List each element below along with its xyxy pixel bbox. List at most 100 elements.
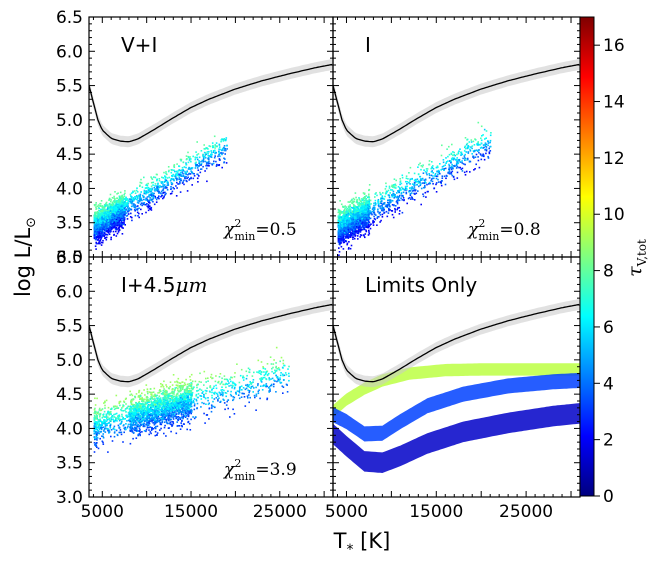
scatter-point (391, 195, 393, 198)
scatter-point (339, 221, 341, 224)
scatter-point (145, 211, 147, 214)
scatter-point (221, 138, 223, 140)
scatter-point (96, 222, 99, 224)
scatter-point (199, 171, 202, 174)
scatter-point (481, 155, 483, 157)
scatter-point (188, 173, 190, 175)
scatter-point (192, 155, 194, 158)
scatter-point (102, 231, 105, 234)
scatter-point (97, 209, 100, 212)
scatter-point (93, 234, 96, 237)
scatter-point (338, 223, 341, 226)
scatter-point (199, 163, 201, 166)
scatter-point (129, 193, 132, 196)
scatter-point (106, 208, 108, 211)
scatter-point (385, 210, 388, 213)
scatter-point (107, 204, 109, 206)
scatter-point (395, 201, 398, 203)
scatter-point (125, 208, 128, 211)
scatter-point (162, 189, 165, 191)
scatter-point (161, 181, 164, 183)
scatter-point (356, 213, 358, 216)
scatter-point (135, 196, 137, 198)
scatter-point (363, 197, 365, 199)
scatter-point (365, 219, 367, 222)
scatter-point (454, 154, 456, 157)
scatter-point (364, 201, 367, 204)
scatter-point (98, 222, 101, 224)
scatter-point (456, 161, 459, 163)
scatter-point (119, 203, 122, 206)
scatter-point (163, 184, 166, 187)
scatter-point (98, 230, 100, 233)
scatter-point (147, 186, 150, 189)
scatter-point (106, 209, 109, 212)
scatter-point (102, 209, 104, 211)
scatter-point (188, 166, 190, 169)
scatter-point (101, 236, 103, 238)
scatter-point (391, 199, 393, 202)
scatter-point (121, 207, 124, 209)
scatter-point (356, 209, 358, 212)
scatter-point (173, 164, 176, 166)
scatter-point (117, 222, 120, 224)
scatter-point (177, 172, 179, 174)
scatter-point (95, 219, 97, 222)
scatter-point (133, 198, 135, 200)
scatter-point (184, 172, 186, 175)
scatter-point (441, 166, 444, 168)
scatter-point (100, 200, 103, 202)
scatter-point (119, 199, 122, 202)
scatter-point (134, 198, 137, 200)
scatter-point (358, 214, 361, 217)
scatter-point (115, 235, 118, 237)
scatter-point (208, 145, 211, 147)
scatter-point (373, 211, 375, 214)
scatter-point (99, 236, 101, 239)
scatter-point (157, 185, 159, 188)
scatter-point (413, 186, 416, 188)
scatter-point (357, 232, 360, 235)
scatter-point (396, 208, 399, 211)
scatter-point (98, 232, 101, 234)
scatter-point (368, 205, 371, 208)
scatter-point (387, 201, 389, 204)
scatter-point (174, 170, 176, 173)
scatter-point (114, 191, 116, 193)
scatter-point (368, 198, 370, 201)
scatter-point (484, 142, 487, 144)
scatter-point (111, 209, 113, 211)
scatter-point (178, 178, 180, 181)
scatter-point (140, 202, 143, 204)
scatter-point (458, 150, 460, 152)
scatter-point (192, 177, 195, 180)
scatter-point (176, 163, 178, 165)
scatter-point (382, 210, 384, 212)
scatter-point (161, 195, 163, 197)
scatter-point (166, 184, 168, 187)
scatter-point (358, 201, 360, 204)
scatter-point (197, 181, 199, 183)
scatter-point (460, 151, 462, 154)
scatter-point (207, 161, 210, 164)
scatter-point (457, 151, 460, 154)
scatter-point (107, 211, 109, 213)
scatter-point (125, 198, 128, 201)
scatter-point (196, 177, 199, 180)
scatter-point (362, 208, 365, 210)
scatter-point (488, 147, 490, 150)
scatter-point (158, 190, 160, 193)
scatter-point (170, 178, 172, 181)
scatter-point (198, 175, 200, 177)
scatter-point (159, 185, 162, 188)
scatter-point (370, 203, 372, 205)
scatter-point (387, 204, 389, 206)
scatter-point (145, 203, 147, 206)
scatter-point (339, 223, 342, 225)
scatter-point (432, 172, 434, 174)
scatter-point (409, 194, 412, 196)
scatter-point (482, 144, 485, 146)
scatter-point (408, 181, 410, 184)
scatter-point (356, 198, 358, 201)
scatter-point (115, 212, 117, 215)
